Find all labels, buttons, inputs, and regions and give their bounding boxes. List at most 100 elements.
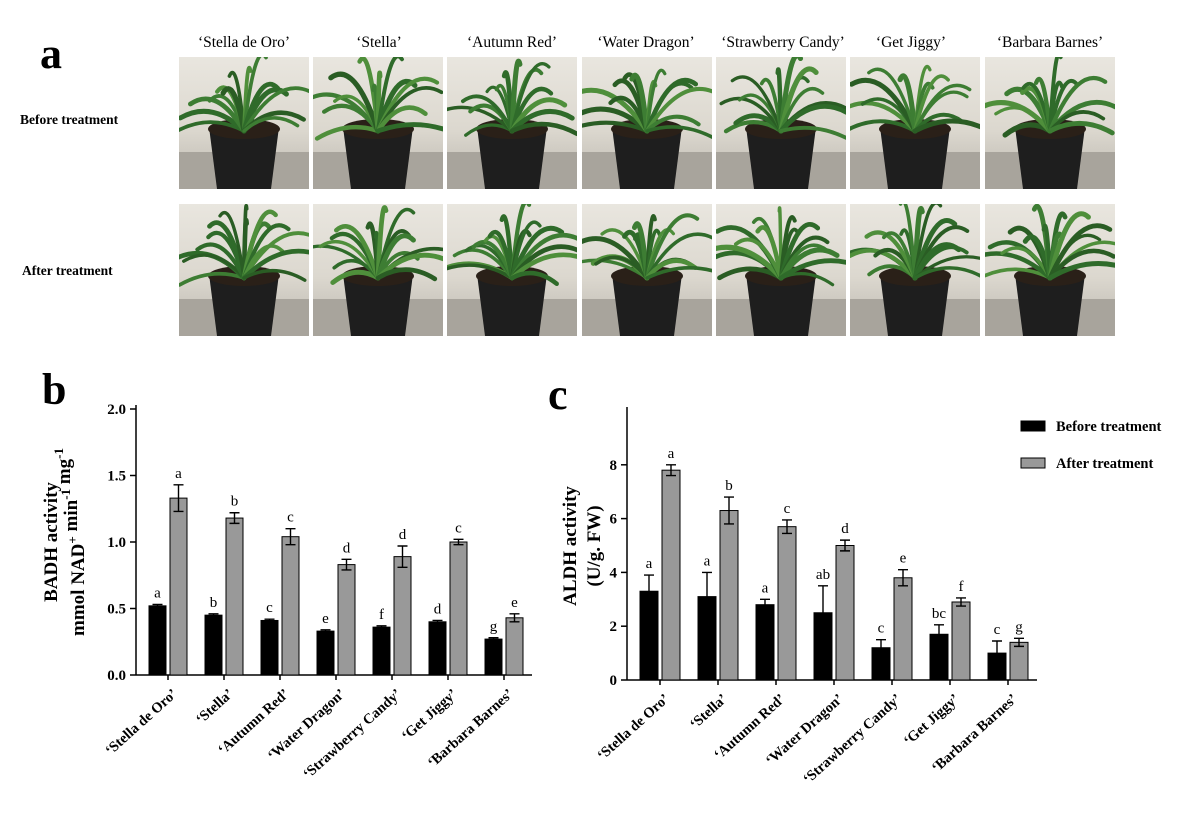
error-bar xyxy=(702,571,712,622)
before-photo-6 xyxy=(850,57,980,189)
error-bar xyxy=(840,539,850,552)
bar-after-5 xyxy=(893,577,913,681)
error-bar xyxy=(320,629,331,634)
significance-letter: c xyxy=(994,622,1001,638)
x-tick-label: ‘Stella’ xyxy=(193,686,237,728)
row-label-after: After treatment xyxy=(22,263,113,278)
y-tick-label: 4 xyxy=(610,565,618,581)
y-axis-label-line1: BADH activity xyxy=(41,482,62,602)
after-photo-1 xyxy=(179,204,309,336)
bar-before-2 xyxy=(204,614,223,676)
significance-letter: ab xyxy=(816,567,830,583)
x-tick-label: ‘Stella de Oro’ xyxy=(103,686,181,759)
error-bar xyxy=(208,613,219,618)
cultivar-label-4: ‘Water Dragon’ xyxy=(597,34,695,51)
cultivar-label-3: ‘Autumn Red’ xyxy=(467,34,557,51)
bar-after-7 xyxy=(505,617,524,676)
error-bar xyxy=(376,625,387,630)
significance-letter: f xyxy=(379,607,384,623)
plant-icon xyxy=(582,213,712,336)
legend-swatch-after xyxy=(1020,457,1046,469)
y-tick-label: 2 xyxy=(610,619,618,635)
y-tick-label: 2.0 xyxy=(107,402,126,418)
bar-after-4 xyxy=(337,564,356,676)
x-tick-label: ‘Stella’ xyxy=(687,691,731,733)
plant-icon xyxy=(447,58,577,189)
significance-letter: c xyxy=(455,520,462,536)
panel-c-letter: c xyxy=(548,370,568,419)
bar-after-1 xyxy=(661,469,681,681)
after-photo-7 xyxy=(985,204,1115,336)
plant-icon xyxy=(179,204,309,336)
before-photo-4 xyxy=(582,57,712,189)
plant-icon xyxy=(313,205,443,336)
bar-before-5 xyxy=(372,626,391,676)
cultivar-label-1: ‘Stella de Oro’ xyxy=(197,34,291,51)
plant-icon xyxy=(985,57,1115,189)
error-bar xyxy=(644,574,654,609)
y-tick-label: 8 xyxy=(610,458,618,474)
bar-after-3 xyxy=(777,526,797,681)
bar-after-2 xyxy=(719,510,739,681)
plant-icon xyxy=(850,64,980,189)
x-tick-label: ‘Strawberry Candy’ xyxy=(800,691,904,787)
significance-letter: c xyxy=(878,621,885,637)
plant-icon xyxy=(179,57,309,189)
significance-letter: d xyxy=(399,527,407,543)
significance-letter: a xyxy=(646,556,653,572)
significance-letter: c xyxy=(266,600,273,616)
before-photo-3 xyxy=(447,57,577,189)
panel-a-letter: a xyxy=(40,29,62,78)
x-tick-label: ‘Strawberry Candy’ xyxy=(300,686,404,782)
error-bar xyxy=(724,496,734,525)
plant-icon xyxy=(582,68,712,189)
bar-after-2 xyxy=(225,517,244,676)
bar-before-7 xyxy=(484,638,503,676)
y-tick-label: 1.0 xyxy=(107,535,126,551)
after-photo-6 xyxy=(850,204,980,336)
significance-letter: a xyxy=(154,586,161,602)
bar-after-4 xyxy=(835,545,855,681)
y-tick-label: 0.5 xyxy=(107,602,126,618)
significance-letter: a xyxy=(704,553,711,569)
error-bar xyxy=(285,528,296,546)
significance-letter: c xyxy=(287,510,294,526)
significance-letter: d xyxy=(841,521,849,537)
error-bar xyxy=(666,464,676,477)
after-photo-4 xyxy=(582,204,712,336)
after-photo-3 xyxy=(447,204,577,336)
y-tick-label: 0 xyxy=(610,673,618,689)
error-bar xyxy=(898,569,908,587)
y-axis-label-line2: mmol NAD+ min-1 mg-1 xyxy=(51,448,89,636)
error-bar xyxy=(173,484,184,513)
cultivar-label-6: ‘Get Jiggy’ xyxy=(875,34,947,51)
panel-b-letter: b xyxy=(42,365,67,414)
error-bar xyxy=(397,545,408,568)
error-bar xyxy=(229,512,240,525)
bar-before-6 xyxy=(428,621,447,676)
legend-swatch-before xyxy=(1020,420,1046,432)
bar-after-6 xyxy=(951,601,971,681)
significance-letter: g xyxy=(1015,619,1023,635)
error-bar xyxy=(432,619,443,624)
plant-icon xyxy=(716,206,846,336)
error-bar xyxy=(876,638,886,657)
plant-icon xyxy=(716,57,846,189)
y-tick-label: 0.0 xyxy=(107,668,126,684)
significance-letter: e xyxy=(322,611,329,627)
bar-after-7 xyxy=(1009,641,1029,681)
bar-after-1 xyxy=(169,497,188,676)
significance-letter: e xyxy=(511,595,518,611)
error-bar xyxy=(956,597,966,607)
y-axis-label-line2: (U/g. FW) xyxy=(584,505,605,586)
significance-letter: f xyxy=(959,579,964,595)
error-bar xyxy=(341,558,352,571)
bar-before-3 xyxy=(260,619,279,676)
significance-letter: d xyxy=(343,540,351,556)
legend-label-before: Before treatment xyxy=(1056,419,1162,435)
before-photo-5 xyxy=(716,57,846,189)
error-bar xyxy=(152,603,163,608)
significance-letter: bc xyxy=(932,606,947,622)
plant-icon xyxy=(447,204,577,336)
